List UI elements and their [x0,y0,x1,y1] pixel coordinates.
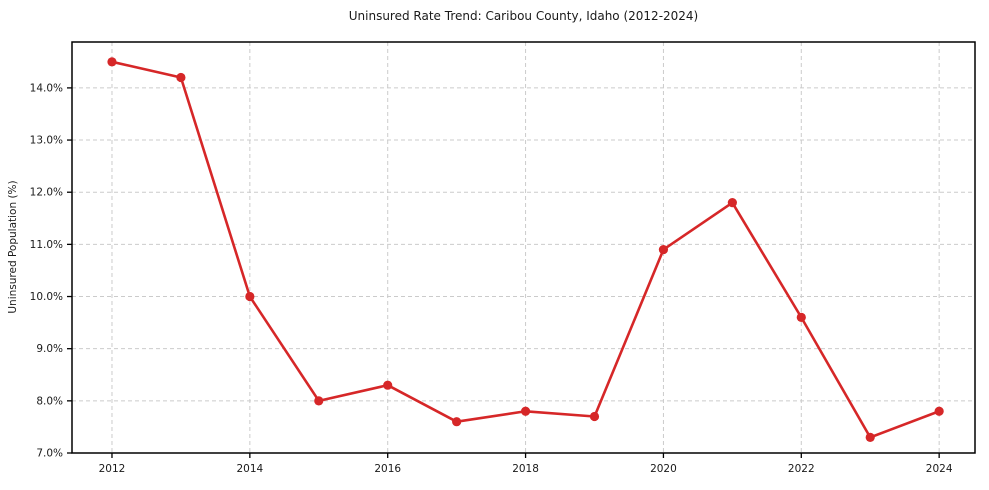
y-tick-label: 14.0% [30,82,63,94]
data-point [727,198,737,208]
data-point [934,406,944,416]
data-point [452,417,462,427]
x-tick-label: 2022 [788,463,815,475]
data-point [520,406,531,416]
data-point [589,411,600,422]
x-tick-label: 2014 [236,463,263,475]
x-tick-label: 2016 [374,463,401,475]
data-point [796,312,806,322]
data-point [865,432,875,442]
x-tick-label: 2018 [512,463,539,475]
y-tick-label: 8.0% [36,395,63,407]
x-tick-label: 2024 [926,463,953,475]
y-tick-label: 10.0% [30,291,63,303]
data-point [314,396,324,406]
y-tick-label: 12.0% [30,187,63,199]
x-tick-label: 2020 [650,463,677,475]
x-tick-label: 2012 [99,463,126,475]
data-point [176,72,186,83]
y-tick-label: 11.0% [30,239,63,251]
chart-title: Uninsured Rate Trend: Caribou County, Id… [348,9,699,23]
plot-border [71,41,976,454]
data-point [658,244,669,255]
y-tick-label: 13.0% [30,135,63,147]
data-point [383,380,393,390]
y-tick-label: 7.0% [36,448,63,460]
data-point [107,57,117,67]
y-tick-label: 9.0% [36,343,63,355]
data-point [245,291,255,302]
